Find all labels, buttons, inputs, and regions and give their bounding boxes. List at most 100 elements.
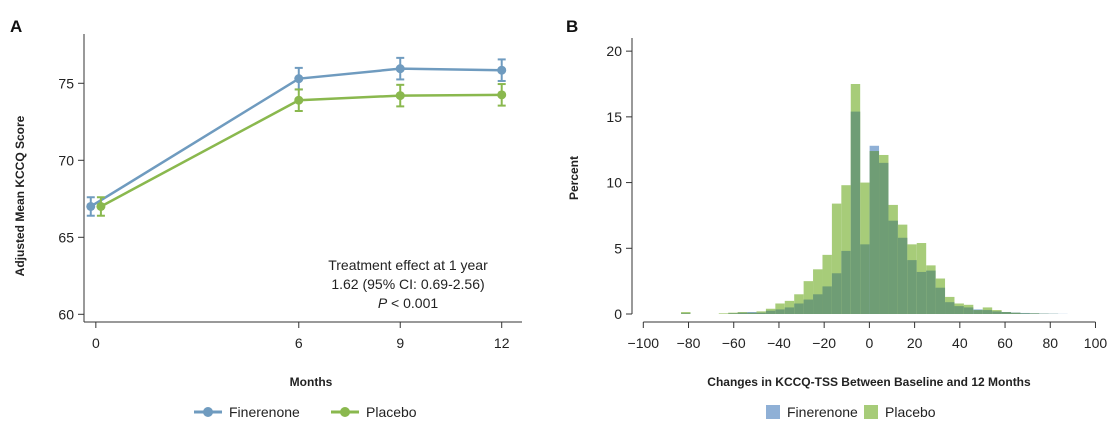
histogram-bar-placebo (681, 312, 691, 314)
chart-b-x-tick-label: 40 (952, 335, 968, 351)
data-point-finerenone (294, 74, 304, 84)
histogram-bar-overlap (963, 307, 974, 314)
histogram-bar-overlap (775, 309, 785, 314)
data-point-placebo (294, 95, 304, 105)
histogram-bar-overlap (728, 313, 738, 314)
chart-a-y-tick-label: 75 (58, 75, 74, 91)
series-line-placebo (100, 93, 502, 208)
histogram-bar-overlap (813, 294, 823, 314)
chart-b-x-tick-label: 0 (865, 335, 873, 351)
data-point-placebo (96, 201, 106, 211)
histogram-bar-overlap (907, 260, 917, 314)
histogram-bar-overlap (765, 310, 776, 314)
histogram-bar-overlap (784, 307, 795, 314)
chart-b-y-tick-label: 20 (606, 43, 622, 59)
histogram-bar-overlap (973, 310, 983, 314)
data-point-finerenone (497, 65, 507, 75)
histogram-bar-placebo (822, 254, 832, 314)
histogram-bar-overlap (737, 312, 748, 314)
chart-b-legend: Finerenone Placebo (766, 404, 936, 420)
chart-a-y-tick-label: 70 (58, 152, 74, 168)
histogram-bar-placebo (718, 313, 729, 314)
legend-b-finerenone-swatch (766, 405, 780, 419)
histogram-bar-placebo (813, 269, 823, 314)
chart-a-y-tick-label: 60 (58, 306, 74, 322)
chart-a: 60 65 70 75 0 6 9 12 (58, 34, 522, 351)
histogram-bar-placebo (775, 303, 785, 314)
legend-b-placebo-swatch (864, 405, 878, 419)
legend-b-finerenone-label: Finerenone (787, 404, 858, 420)
histogram-bar-placebo (841, 185, 851, 314)
histogram-bar-overlap (681, 313, 691, 314)
chart-a-x-tick-label: 9 (396, 335, 404, 351)
data-point-finerenone (86, 201, 96, 211)
histogram-bar-overlap (982, 310, 993, 314)
histogram-bar-overlap (926, 270, 936, 314)
histogram-bar-overlap (860, 244, 870, 314)
chart-b-x-tick-label: 100 (1084, 335, 1108, 351)
chart-a-x-tick-label: 12 (494, 335, 510, 351)
histogram-bar-overlap (888, 220, 898, 314)
legend-finerenone-marker (203, 407, 213, 417)
chart-b-y-tick-label: 5 (614, 240, 622, 256)
annotation-line-2: 1.62 (95% CI: 0.69-2.56) (331, 276, 484, 292)
chart-b-x-tick-label: −100 (628, 335, 660, 351)
chart-b-x-tick-label: −20 (812, 335, 836, 351)
legend-placebo-label: Placebo (366, 404, 417, 420)
chart-b: 0 5 10 15 20 −100 −80 −60 −40 −20 0 20 40 60 80 100 (606, 38, 1107, 351)
chart-b-ylabel: Percent (567, 156, 581, 200)
chart-b-x-tick-label: 80 (1042, 335, 1058, 351)
chart-a-y-tick-label: 65 (58, 229, 74, 245)
histogram-bar-overlap (879, 162, 889, 314)
data-point-finerenone (395, 64, 405, 74)
chart-b-y-tick-label: 10 (606, 175, 622, 191)
histogram-bar-placebo (728, 312, 738, 314)
chart-a-x-tick-label: 6 (295, 335, 303, 351)
chart-b-x-tick-label: 60 (997, 335, 1013, 351)
legend-finerenone-label: Finerenone (229, 404, 300, 420)
histogram-bar-overlap (897, 237, 908, 314)
p-italic: P (378, 295, 388, 311)
histogram-bar-overlap (747, 312, 757, 314)
histogram-bar-overlap (916, 271, 927, 314)
histogram-bar-overlap (1011, 312, 1021, 314)
chart-b-x-tick-label: −60 (722, 335, 746, 351)
data-point-placebo (497, 90, 507, 100)
chart-a-xlabel: Months (290, 375, 333, 389)
panel-b-letter: B (566, 17, 578, 36)
histogram-bar-overlap (935, 287, 946, 314)
histogram-bar-overlap (992, 311, 1002, 314)
histogram-bar-overlap (1001, 312, 1012, 314)
annotation-p-value: P < 0.001 (378, 295, 439, 311)
chart-b-y-tick-label: 15 (606, 109, 622, 125)
chart-a-x-tick-label: 0 (92, 335, 100, 351)
chart-b-x-tick-label: −80 (677, 335, 701, 351)
chart-b-x-tick-label: 20 (907, 335, 923, 351)
data-point-placebo (395, 91, 405, 101)
p-rest: < 0.001 (387, 295, 438, 311)
annotation-line-1: Treatment effect at 1 year (328, 257, 488, 273)
histogram-bar-overlap (1020, 313, 1030, 314)
histogram-bar-overlap (794, 303, 804, 314)
histogram-bar-overlap (831, 273, 842, 314)
histogram-bar-overlap (850, 111, 861, 314)
legend-b-placebo-label: Placebo (885, 404, 936, 420)
series-line-finerenone (90, 67, 502, 208)
chart-a-legend: Finerenone Placebo (194, 404, 417, 420)
panel-a-letter: A (10, 17, 22, 36)
chart-b-xlabel: Changes in KCCQ-TSS Between Baseline and… (707, 375, 1031, 389)
histogram-bar-placebo (803, 281, 814, 314)
histogram-bar-overlap (822, 286, 832, 314)
histogram-bar-overlap (945, 302, 955, 314)
chart-b-x-tick-label: −40 (767, 335, 791, 351)
histogram-bar-overlap (869, 151, 880, 314)
chart-b-y-tick-label: 0 (614, 306, 622, 322)
histogram-bar-placebo (831, 203, 842, 314)
histogram-bar-overlap (803, 299, 814, 314)
histogram-bar-overlap (1029, 313, 1040, 314)
histogram-bar-overlap (954, 306, 964, 314)
histogram-bar-overlap (756, 312, 766, 314)
legend-placebo-marker (340, 407, 350, 417)
chart-a-ylabel: Adjusted Mean KCCQ Score (13, 115, 27, 276)
